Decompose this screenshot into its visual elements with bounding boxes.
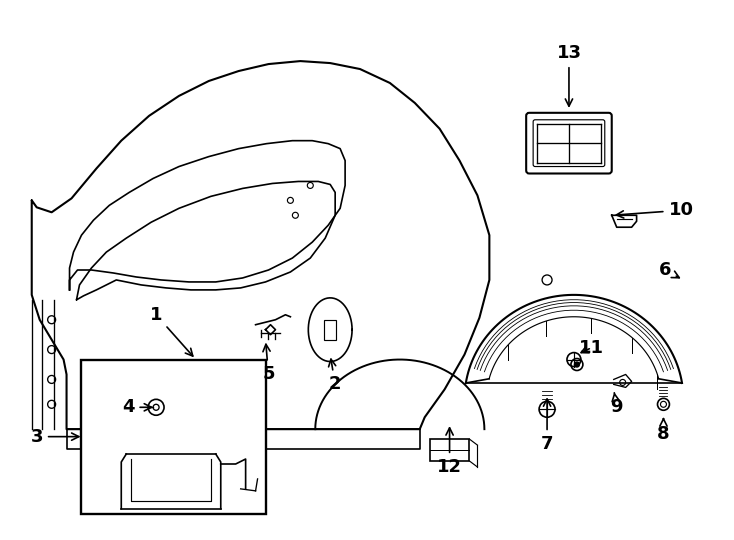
Text: 1: 1 [150, 306, 193, 356]
Text: 12: 12 [437, 428, 462, 476]
Text: 10: 10 [617, 201, 694, 219]
Text: 7: 7 [541, 399, 553, 453]
Text: 4: 4 [122, 399, 151, 416]
Text: 3: 3 [30, 428, 79, 445]
Bar [324, 320, 336, 340]
Bar [429, 439, 470, 461]
Text: 5: 5 [262, 345, 275, 383]
Text: 9: 9 [611, 393, 623, 416]
Text: 2: 2 [329, 359, 341, 394]
Text: 6: 6 [658, 261, 679, 279]
Text: 8: 8 [657, 418, 670, 443]
Circle shape [575, 362, 579, 367]
Text: 13: 13 [556, 44, 581, 106]
Text: 11: 11 [579, 339, 604, 356]
Bar [81, 360, 266, 514]
